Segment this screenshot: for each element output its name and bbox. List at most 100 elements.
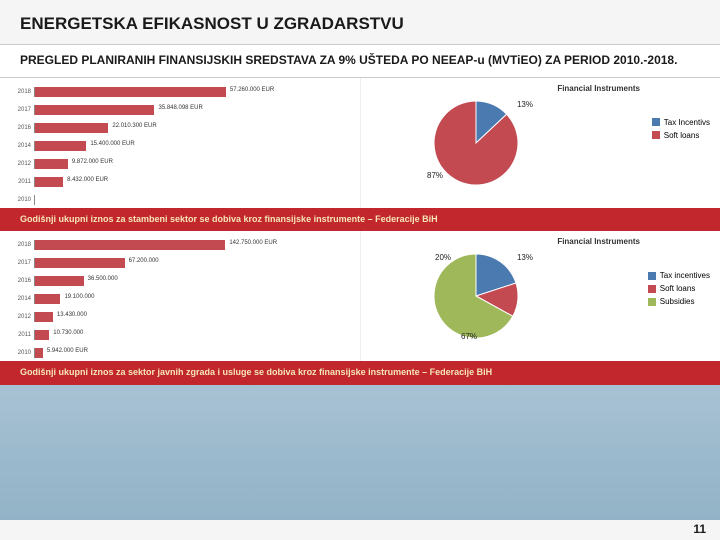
- pie2-label-13: 13%: [517, 253, 533, 262]
- bar-fill: 15.400.000 EUR: [35, 141, 86, 151]
- bar-track: [34, 195, 350, 205]
- bar-year-label: 2011: [10, 332, 34, 338]
- bar-row: 20105.942.000 EUR: [10, 345, 350, 361]
- bar-row: 201622.010.300 EUR: [10, 120, 350, 136]
- row-2: 2018142.750.000 EUR201767.200.000201636.…: [0, 231, 720, 361]
- legend-item: Soft loans: [648, 284, 710, 293]
- bar-track: 35.848.098 EUR: [34, 105, 350, 115]
- bar-chart-1: 201857.260.000 EUR201735.848.098 EUR2016…: [0, 78, 360, 208]
- legend-label: Subsidies: [660, 297, 695, 306]
- pie1-legend: Tax Incentivs Soft loans: [652, 118, 710, 144]
- bar-year-label: 2011: [10, 179, 34, 185]
- bar-year-label: 2017: [10, 260, 34, 266]
- legend-swatch: [652, 118, 660, 126]
- legend-label: Tax incentives: [660, 271, 710, 280]
- pie2-graphic: 20% 13% 67%: [421, 241, 531, 351]
- bar-track: 13.430.000: [34, 312, 350, 322]
- bar-track: 22.010.300 EUR: [34, 123, 350, 133]
- bar-value-label: 19.100.000: [64, 294, 94, 300]
- bar-track: 10.730.000: [34, 330, 350, 340]
- bar-track: 142.750.000 EUR: [34, 240, 350, 250]
- legend-swatch: [648, 298, 656, 306]
- bar-track: 36.500.000: [34, 276, 350, 286]
- pie-chart-2: Financial Instruments 20% 13% 67% Tax in…: [360, 231, 720, 361]
- bar-fill: 19.100.000: [35, 294, 60, 304]
- bar-fill: 8.432.000 EUR: [35, 177, 63, 187]
- pie2-label-67: 67%: [461, 332, 477, 341]
- page-number: 11: [693, 522, 706, 536]
- bar-fill: 35.848.098 EUR: [35, 105, 154, 115]
- band-1: Godišnji ukupni iznos za stambeni sektor…: [0, 208, 720, 232]
- bar-fill: 57.260.000 EUR: [35, 87, 226, 97]
- legend-swatch: [648, 272, 656, 280]
- pie2-title: Financial Instruments: [557, 237, 640, 246]
- pie1-label-13: 13%: [517, 100, 533, 109]
- bar-value-label: 13.430.000: [57, 312, 87, 318]
- footer-strip: [0, 520, 720, 540]
- bar-row: 2010: [10, 192, 350, 208]
- bar-value-label: 57.260.000 EUR: [230, 87, 274, 93]
- bar-track: 15.400.000 EUR: [34, 141, 350, 151]
- bar-row: 20129.872.000 EUR: [10, 156, 350, 172]
- bar-fill: 5.942.000 EUR: [35, 348, 43, 358]
- legend-label: Soft loans: [664, 131, 700, 140]
- bar-row: 201857.260.000 EUR: [10, 84, 350, 100]
- bar-year-label: 2016: [10, 125, 34, 131]
- pie1-title: Financial Instruments: [557, 84, 640, 93]
- bar-row: 201213.430.000: [10, 309, 350, 325]
- pie2-label-20: 20%: [435, 253, 451, 262]
- bar-row: 201110.730.000: [10, 327, 350, 343]
- bar-value-label: 15.400.000 EUR: [90, 141, 134, 147]
- bar-track: 57.260.000 EUR: [34, 87, 350, 97]
- bar-fill: 10.730.000: [35, 330, 49, 340]
- subtitle: PREGLED PLANIRANIH FINANSIJSKIH SREDSTAV…: [0, 44, 720, 78]
- bar-row: 2018142.750.000 EUR: [10, 237, 350, 253]
- pie2-legend: Tax incentives Soft loans Subsidies: [648, 271, 710, 310]
- legend-label: Soft loans: [660, 284, 696, 293]
- bar-value-label: 9.872.000 EUR: [72, 159, 113, 165]
- bar-year-label: 2018: [10, 89, 34, 95]
- bar-year-label: 2017: [10, 107, 34, 113]
- bar-fill: 9.872.000 EUR: [35, 159, 68, 169]
- bar-value-label: 8.432.000 EUR: [67, 177, 108, 183]
- bar-year-label: 2018: [10, 242, 34, 248]
- bar-fill: 22.010.300 EUR: [35, 123, 108, 133]
- bar-value-label: 67.200.000: [129, 258, 159, 264]
- bar-row: 2017 67.200.000: [10, 255, 350, 271]
- bar-year-label: 2014: [10, 296, 34, 302]
- legend-swatch: [648, 285, 656, 293]
- bar-value-label: 10.730.000: [53, 330, 83, 336]
- bar-year-label: 2010: [10, 197, 34, 203]
- legend-item: Subsidies: [648, 297, 710, 306]
- bar-year-label: 2014: [10, 143, 34, 149]
- bar-year-label: 2010: [10, 350, 34, 356]
- page-title: ENERGETSKA EFIKASNOST U ZGRADARSTVU: [0, 0, 720, 44]
- pie-chart-1: Financial Instruments 13% 87% Tax Incent…: [360, 78, 720, 208]
- bar-track: 8.432.000 EUR: [34, 177, 350, 187]
- bar-value-label: 36.500.000: [88, 276, 118, 282]
- bar-track: 19.100.000: [34, 294, 350, 304]
- bar-value-label: 35.848.098 EUR: [158, 105, 202, 111]
- legend-swatch: [652, 131, 660, 139]
- pie1-label-87: 87%: [427, 171, 443, 180]
- bar-year-label: 2012: [10, 161, 34, 167]
- bar-row: 20118.432.000 EUR: [10, 174, 350, 190]
- bar-row: 201636.500.000: [10, 273, 350, 289]
- legend-label: Tax Incentivs: [664, 118, 710, 127]
- row-1: 201857.260.000 EUR201735.848.098 EUR2016…: [0, 78, 720, 208]
- bar-fill: 142.750.000 EUR: [35, 240, 225, 250]
- pie1-graphic: 13% 87%: [421, 88, 531, 198]
- bar-track: 5.942.000 EUR: [34, 348, 350, 358]
- bar-value-label: 5.942.000 EUR: [47, 348, 88, 354]
- bar-fill: 13.430.000: [35, 312, 53, 322]
- bar-fill: 36.500.000: [35, 276, 84, 286]
- bar-row: 201415.400.000 EUR: [10, 138, 350, 154]
- content-area: 201857.260.000 EUR201735.848.098 EUR2016…: [0, 78, 720, 385]
- bar-year-label: 2016: [10, 278, 34, 284]
- legend-item: Tax incentives: [648, 271, 710, 280]
- bar-chart-2: 2018142.750.000 EUR201767.200.000201636.…: [0, 231, 360, 361]
- bar-year-label: 2012: [10, 314, 34, 320]
- band-2: Godišnji ukupni iznos za sektor javnih z…: [0, 361, 720, 385]
- bar-row: 201735.848.098 EUR: [10, 102, 350, 118]
- bar-track: 9.872.000 EUR: [34, 159, 350, 169]
